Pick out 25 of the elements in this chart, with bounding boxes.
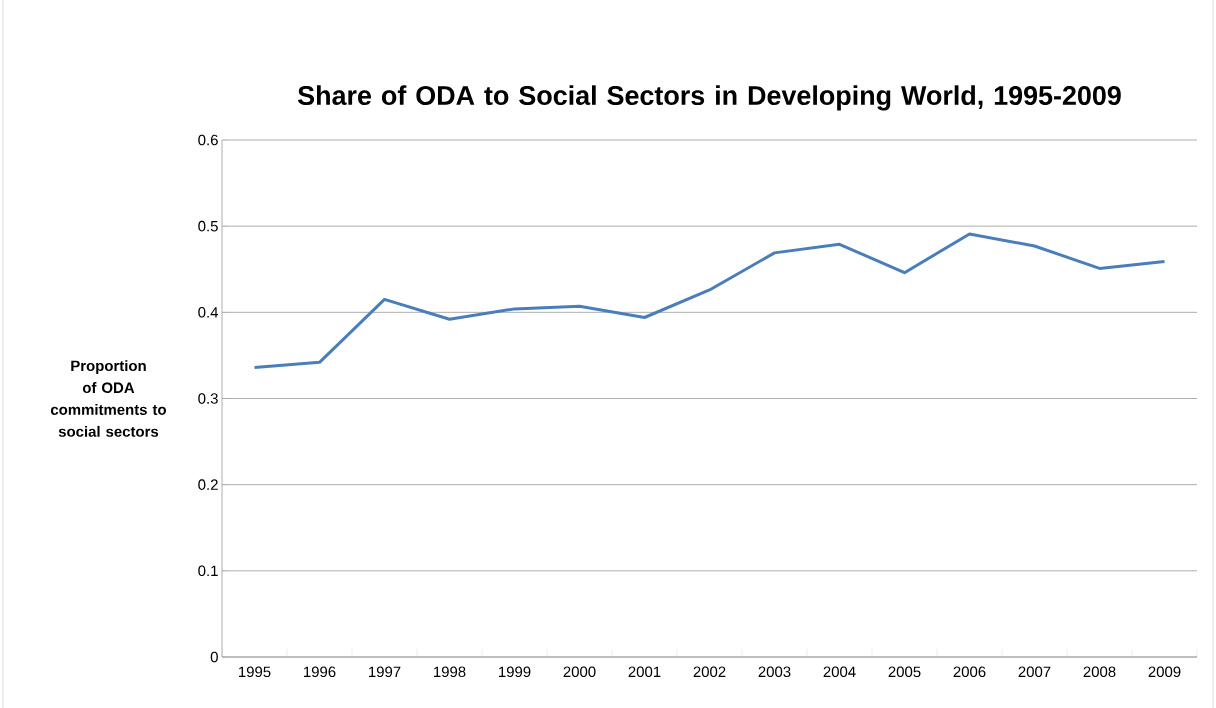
x-tick-label: 2005 [888, 666, 921, 678]
x-tick-label: 1998 [434, 666, 466, 678]
x-tick-label: 1999 [499, 666, 531, 678]
x-tick-label: 2002 [693, 666, 726, 678]
x-tick-label: 2009 [1148, 666, 1181, 678]
x-tick-label: 2004 [823, 666, 856, 678]
x-tick-label: 2007 [1018, 666, 1051, 678]
x-tick-label: 1995 [239, 666, 271, 678]
y-tick-label: 0.3 [198, 393, 218, 404]
x-tick-label: 1997 [369, 666, 401, 678]
chart-title: Share of ODA to Social Sectors in Developing World, 1995-2009 [297, 85, 1121, 111]
y-tick-label: 0.4 [198, 307, 219, 318]
x-tick-label: 2000 [563, 666, 596, 678]
y-tick-label: 0.1 [198, 565, 218, 577]
y-tick-label: 0 [210, 651, 218, 663]
y-tick-label: 0.5 [198, 220, 218, 232]
x-tick-label: 2001 [628, 666, 661, 678]
x-tick-label: 2008 [1083, 666, 1116, 678]
x-tick-label: 1996 [304, 666, 336, 678]
x-tick-label: 2006 [953, 666, 986, 678]
y-axis-title: Proportion of ODA commitments to social sectors [50, 360, 167, 437]
y-tick-label: 0.6 [198, 134, 218, 146]
line-series [253, 232, 1167, 369]
y-tick-label: 0.2 [198, 479, 218, 490]
x-tick-label: 2003 [758, 666, 791, 678]
